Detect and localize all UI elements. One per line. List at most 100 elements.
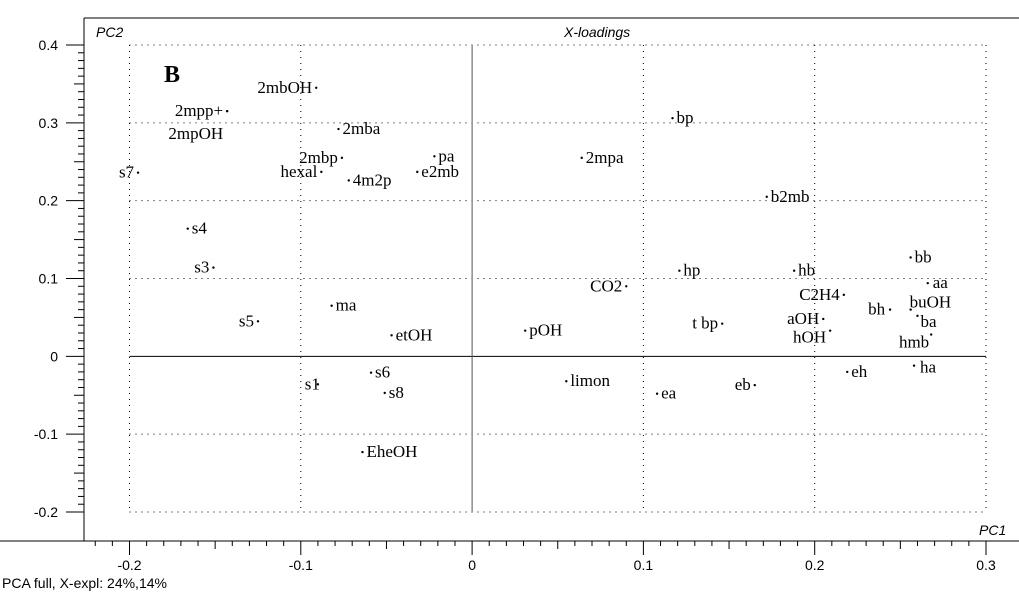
point-label: s8 — [389, 383, 404, 402]
point-label: eb — [735, 375, 751, 394]
point-marker — [671, 116, 674, 120]
point-marker — [565, 380, 568, 383]
data-point: 2mba — [337, 119, 381, 138]
y-tick-label: 0.2 — [39, 193, 59, 209]
data-point: s6 — [369, 363, 390, 382]
data-point: CO2 — [590, 276, 628, 295]
y-axis-label: PC2 — [96, 24, 123, 40]
point-label: bb — [915, 247, 932, 266]
point-marker — [625, 285, 628, 288]
data-point: hb — [792, 261, 815, 280]
point-label: ha — [920, 358, 937, 377]
data-point: eb — [735, 375, 756, 394]
data-point: limon — [565, 371, 610, 390]
point-label: s3 — [194, 258, 209, 277]
y-tick-label: 0.3 — [39, 115, 59, 131]
data-point: eh — [846, 362, 868, 381]
x-tick-label: -0.2 — [117, 557, 141, 573]
data-point: b2mb — [765, 187, 810, 206]
data-point: pOH — [524, 321, 562, 340]
point-label: EheOH — [366, 442, 417, 461]
point-marker — [212, 266, 215, 269]
point-marker — [792, 269, 796, 272]
point-marker — [916, 314, 919, 318]
y-tick-label: -0.2 — [34, 504, 58, 520]
y-tick-label: 0.4 — [39, 37, 59, 53]
data-point: s3 — [194, 258, 215, 277]
point-label: pa — [438, 146, 455, 165]
point-marker — [340, 156, 344, 160]
point-label: 2mba — [342, 119, 380, 138]
data-point: s5 — [239, 311, 260, 330]
point-label: ma — [336, 296, 357, 315]
data-point: ba — [916, 312, 937, 331]
data-point: t bp — [692, 314, 724, 333]
y-tick-label: -0.1 — [34, 426, 58, 442]
point-label: C2H4 — [799, 285, 840, 304]
data-point: s7 — [119, 163, 140, 182]
point-marker — [330, 304, 333, 307]
data-point: s1 — [305, 374, 320, 393]
point-label: ba — [920, 312, 937, 331]
data-point: buOH — [909, 293, 951, 312]
y-tick-label: 0.1 — [39, 271, 59, 287]
point-marker — [320, 170, 323, 174]
point-marker — [361, 450, 364, 454]
plot-frame — [0, 17, 1019, 542]
data-point: hmb — [899, 333, 933, 352]
point-marker — [316, 383, 320, 386]
point-marker — [753, 383, 756, 387]
point-marker — [822, 317, 825, 321]
data-point: s4 — [186, 219, 208, 238]
point-marker — [842, 293, 846, 297]
data-point: 4m2p — [347, 170, 391, 189]
x-tick-label: 0 — [468, 557, 476, 573]
x-axis-label: PC1 — [979, 522, 1006, 538]
y-tick-label: 0 — [50, 348, 58, 364]
point-marker — [225, 109, 229, 113]
data-point: bp — [671, 108, 694, 127]
point-marker — [136, 171, 140, 174]
point-marker — [678, 269, 681, 272]
data-point: hp — [678, 261, 700, 280]
point-label: t bp — [692, 314, 718, 333]
axes — [129, 45, 986, 512]
point-marker — [256, 320, 260, 323]
point-marker — [416, 170, 419, 174]
point-label: 2mbp — [299, 148, 338, 167]
point-marker — [347, 179, 350, 182]
loadings-plot: -0.2 -0.1 0 0.1 0.2 0.3-0.2-0.100.10.20.30.4 … — [0, 17, 1019, 573]
point-label: aa — [933, 273, 949, 292]
point-label: e2mb — [421, 162, 459, 181]
point-marker — [524, 329, 527, 332]
data-point: s8 — [383, 383, 404, 402]
data-point: bh — [868, 300, 892, 319]
tick-labels: -0.2 -0.1 0 0.1 0.2 0.3 -0.2 -0.1 0 0.1 0.2 0.3 0.4 — [34, 37, 996, 573]
data-point: aa — [926, 273, 949, 292]
data-point: C2H4 — [799, 285, 846, 304]
point-marker — [888, 308, 892, 311]
point-marker — [909, 308, 912, 311]
point-label: s5 — [239, 311, 254, 330]
point-label: s6 — [375, 363, 390, 382]
point-marker — [383, 391, 386, 395]
point-label: b2mb — [771, 187, 810, 206]
point-label: s7 — [119, 163, 135, 182]
point-label: s1 — [305, 374, 320, 393]
x-tick-label: 0.3 — [976, 557, 996, 573]
point-label: CO2 — [590, 276, 622, 295]
point-marker — [912, 364, 916, 367]
chart-title: X-loadings — [563, 24, 630, 40]
point-label: ea — [661, 384, 677, 403]
point-marker — [765, 195, 768, 198]
point-label: hexal — [281, 162, 318, 181]
point-label: aOH — [787, 309, 819, 328]
point-label: hb — [798, 261, 815, 280]
x-tick-label: 0.2 — [805, 557, 825, 573]
point-label: bp — [677, 108, 694, 127]
x-tick-label: -0.1 — [289, 557, 313, 573]
point-label: s4 — [192, 219, 208, 238]
point-label: hmb — [899, 333, 929, 352]
footer-explained-variance: PCA full, X-expl: 24%,14% — [2, 575, 167, 591]
